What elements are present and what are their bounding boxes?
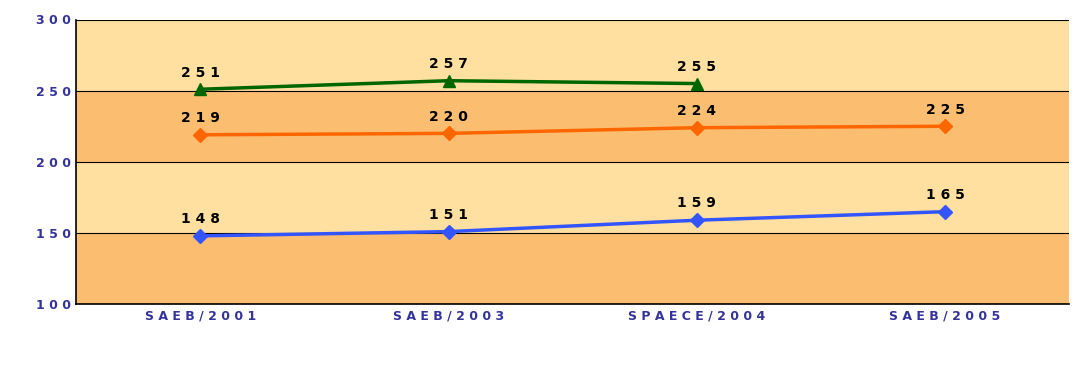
Text: 1 6 5: 1 6 5 [925,188,964,202]
Text: 2 1 9: 2 1 9 [181,111,220,125]
Text: 2 5 1: 2 5 1 [181,66,220,80]
Text: 1 5 1: 1 5 1 [429,208,468,222]
Text: 2 2 5: 2 2 5 [925,103,964,117]
Text: 1 4 8: 1 4 8 [181,212,220,226]
Bar [76,20,1069,90]
Bar [76,233,1069,304]
Bar [76,90,1069,162]
Text: 1 5 9: 1 5 9 [678,197,717,211]
Text: 2 5 5: 2 5 5 [678,60,717,74]
Text: 2 2 0: 2 2 0 [429,110,468,124]
Text: 2 5 7: 2 5 7 [429,57,468,71]
Bar [76,162,1069,233]
Text: 2 2 4: 2 2 4 [678,104,717,118]
